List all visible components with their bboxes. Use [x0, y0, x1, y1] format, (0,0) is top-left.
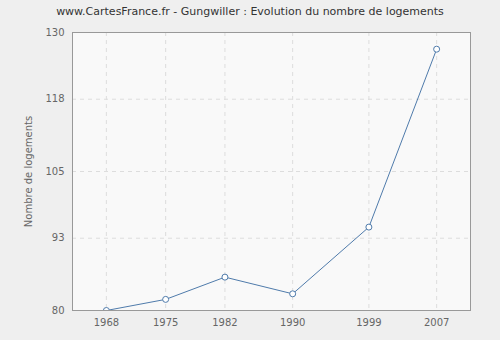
svg-text:1968: 1968 — [94, 317, 119, 328]
svg-text:1975: 1975 — [153, 317, 178, 328]
svg-text:118: 118 — [45, 93, 64, 104]
svg-text:1982: 1982 — [212, 317, 237, 328]
svg-text:2007: 2007 — [424, 317, 449, 328]
svg-text:1999: 1999 — [356, 317, 381, 328]
svg-text:Nombre de logements: Nombre de logements — [23, 116, 34, 227]
svg-text:1990: 1990 — [280, 317, 305, 328]
svg-text:93: 93 — [52, 232, 65, 243]
svg-text:80: 80 — [52, 305, 65, 316]
svg-text:105: 105 — [45, 166, 64, 177]
svg-text:130: 130 — [45, 27, 64, 38]
html-text:www.CartesFrance.fr - Gungwill: www.CartesFrance.fr - Gungwiller : Evolu… — [56, 5, 444, 18]
